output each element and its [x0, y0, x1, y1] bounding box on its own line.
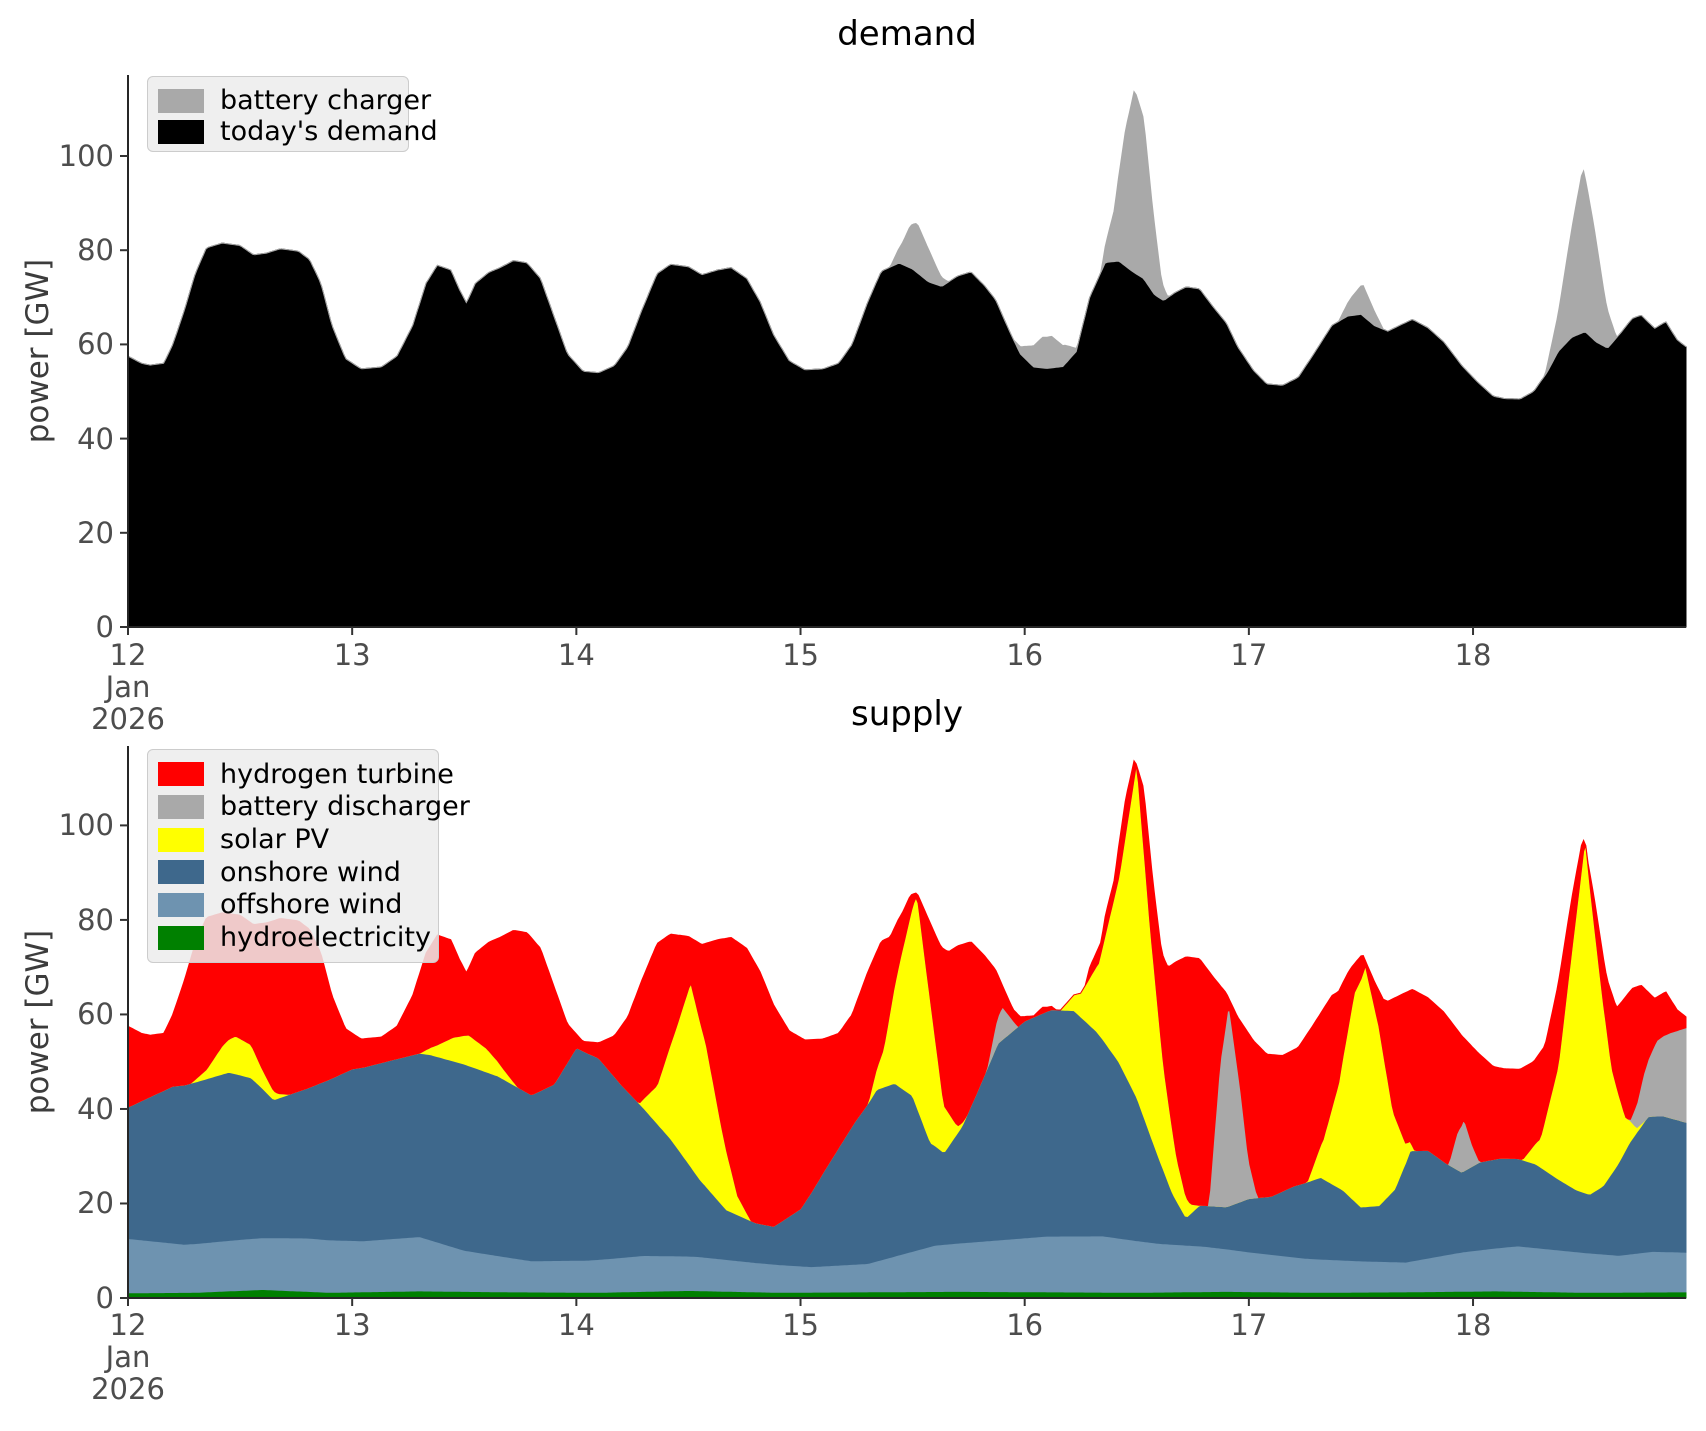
legend-swatch-icon: [158, 88, 204, 113]
supply-x-tick-label: 16: [1006, 1308, 1044, 1342]
demand-y-tick-label: 40: [77, 421, 114, 456]
legend-swatch-icon: [158, 925, 204, 950]
demand-x-tick-label: 17: [1230, 638, 1268, 672]
legend-swatch-icon: [158, 119, 204, 144]
supply-y-axis-label: power [GW]: [20, 929, 56, 1115]
supply-x-tick-label: 12: [109, 1308, 147, 1342]
legend-item-offshore-wind: offshore wind: [158, 889, 424, 920]
legend-label: hydrogen turbine: [220, 758, 454, 790]
supply-chart-title: supply: [851, 694, 963, 734]
supply-chart-area: [120, 746, 1687, 1306]
legend-label: today's demand: [220, 116, 438, 147]
supply-x-tick-label: 15: [782, 1308, 819, 1342]
demand-area-demand: [127, 242, 1687, 628]
demand-y-tick-label: 0: [95, 610, 114, 644]
legend-item-solar-pv: solar PV: [158, 824, 424, 855]
legend-swatch-icon: [158, 827, 204, 852]
demand-chart-title: demand: [837, 14, 977, 54]
supply-y-tick-label: 100: [58, 808, 114, 843]
legend-swatch-icon: [158, 860, 204, 885]
demand-y-axis-label: power [GW]: [20, 258, 56, 444]
legend-item-battery-charger: battery charger: [158, 85, 431, 116]
demand-x-tick-label: 13: [333, 638, 371, 672]
supply-y-tick-label: 40: [77, 1091, 114, 1126]
demand-y-tick-label: 100: [58, 139, 114, 173]
legend-label: hydroelectricity: [220, 922, 431, 954]
supply-x-offset-label: 2026: [91, 1372, 165, 1406]
legend-label: solar PV: [220, 824, 330, 856]
legend-item-today-s-demand: today's demand: [158, 116, 438, 147]
legend-label: battery charger: [220, 85, 432, 116]
demand-x-offset-label: 2026: [91, 702, 165, 736]
demand-y-tick-label: 60: [77, 327, 114, 362]
legend-label: offshore wind: [220, 889, 403, 921]
supply-area-hydrogen_turbine: [127, 759, 1687, 1227]
supply-x-tick-label: 13: [333, 1308, 371, 1342]
demand-x-tick-label: 14: [557, 638, 595, 672]
supply-y-tick-label: 80: [77, 902, 114, 937]
supply-y-tick-label: 0: [95, 1281, 114, 1315]
demand-x-tick-label: 12: [109, 638, 147, 672]
demand-x-tick-label: 16: [1006, 638, 1044, 672]
legend-swatch-icon: [158, 762, 204, 787]
supply-legend: hydrogen turbine battery discharger solar …: [147, 749, 470, 963]
supply-x-tick-label: 17: [1230, 1308, 1268, 1342]
legend-label: battery discharger: [220, 791, 470, 823]
legend-swatch-icon: [158, 794, 204, 819]
demand-y-tick-label: 80: [77, 233, 114, 268]
demand-chart-area: [120, 75, 1687, 635]
legend-item-hydroelectricity: hydroelectricity: [158, 922, 431, 953]
demand-x-tick-label: 18: [1454, 638, 1492, 672]
supply-x-tick-label: 14: [557, 1308, 595, 1342]
supply-y-tick-label: 20: [77, 1186, 114, 1221]
legend-item-onshore-wind: onshore wind: [158, 857, 424, 888]
supply-x-tick-label: 18: [1454, 1308, 1492, 1342]
legend-item-battery-discharger: battery discharger: [158, 791, 470, 822]
demand-legend: battery charger today's demand: [147, 76, 438, 152]
demand-y-tick-label: 20: [77, 515, 114, 550]
supply-y-tick-label: 60: [77, 997, 114, 1032]
legend-label: onshore wind: [220, 856, 401, 888]
legend-swatch-icon: [158, 892, 204, 917]
demand-x-offset-label: Jan: [105, 670, 151, 704]
demand-area-charger: [127, 90, 1687, 400]
legend-item-hydrogen-turbine: hydrogen turbine: [158, 759, 454, 790]
demand-x-tick-label: 15: [782, 638, 819, 672]
supply-x-offset-label: Jan: [105, 1340, 151, 1374]
